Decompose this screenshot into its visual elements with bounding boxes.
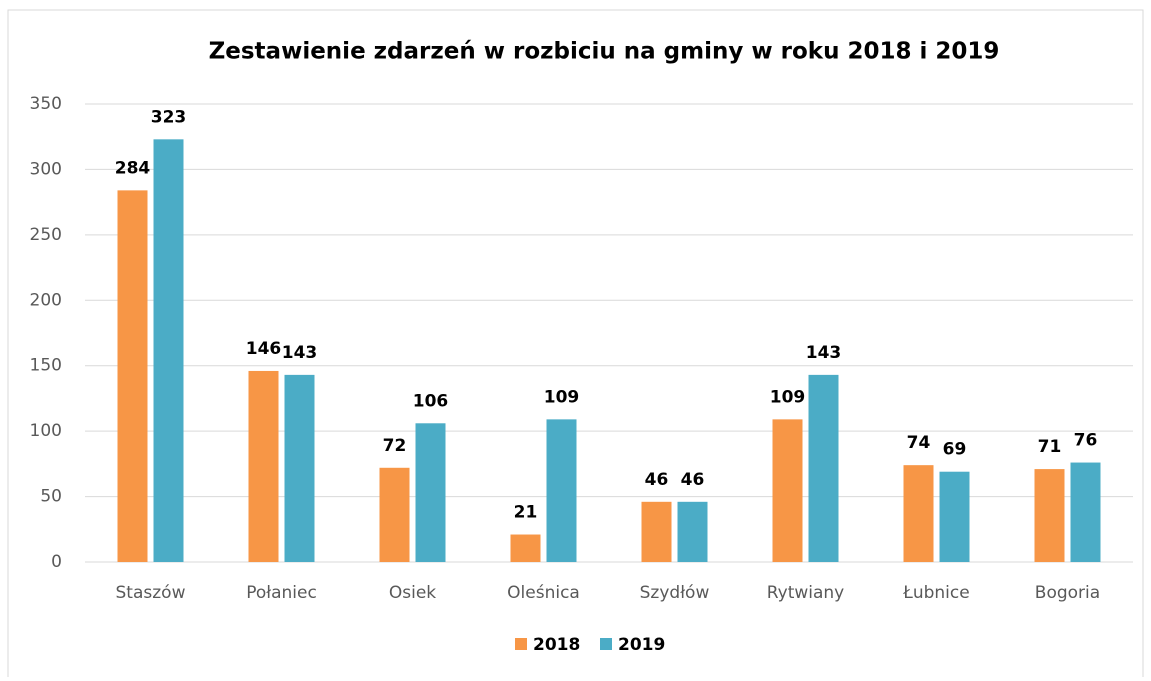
y-tick-label: 0 [51, 552, 62, 572]
bar [546, 419, 577, 562]
bar [153, 139, 184, 562]
y-tick-label: 150 [30, 356, 62, 376]
data-label: 109 [544, 387, 580, 407]
data-label: 21 [514, 503, 538, 523]
bar [677, 501, 708, 562]
data-label: 284 [115, 158, 151, 178]
x-tick-label: Połaniec [246, 583, 317, 603]
y-tick-label: 100 [30, 421, 62, 441]
bar [379, 467, 410, 562]
data-label: 143 [806, 343, 842, 363]
x-tick-label: Szydłów [640, 583, 710, 603]
bar [808, 374, 839, 562]
legend-swatch [600, 638, 612, 650]
bar [641, 501, 672, 562]
chart-title: Zestawienie zdarzeń w rozbiciu na gminy … [209, 39, 1000, 65]
bar [1034, 469, 1065, 562]
data-label: 46 [645, 470, 669, 490]
x-tick-label: Staszów [116, 583, 186, 603]
legend-label: 2018 [533, 635, 580, 655]
y-tick-label: 350 [30, 94, 62, 114]
data-label: 74 [907, 433, 931, 453]
x-tick-label: Osiek [389, 583, 436, 603]
chart-border [7, 9, 1144, 681]
bar [510, 534, 541, 562]
bar [1070, 462, 1101, 562]
data-label: 106 [413, 391, 449, 411]
data-label: 46 [681, 470, 705, 490]
bar [939, 471, 970, 562]
bar [903, 465, 934, 562]
bar [284, 374, 315, 562]
legend-label: 2019 [618, 635, 665, 655]
bar [248, 370, 279, 562]
x-tick-label: Łubnice [902, 583, 969, 603]
x-tick-label: Bogoria [1035, 583, 1100, 603]
x-tick-label: Oleśnica [507, 583, 580, 603]
bar [415, 423, 446, 562]
bar [117, 190, 148, 562]
data-label: 143 [282, 343, 318, 363]
data-label: 72 [383, 436, 407, 456]
bar [772, 419, 803, 562]
y-tick-label: 300 [30, 159, 62, 179]
y-tick-label: 200 [30, 290, 62, 310]
legend-swatch [515, 638, 527, 650]
y-tick-label: 50 [40, 487, 62, 507]
data-label: 146 [246, 339, 282, 359]
data-label: 71 [1038, 437, 1062, 457]
y-tick-label: 250 [30, 225, 62, 245]
data-label: 69 [943, 440, 967, 460]
x-tick-label: Rytwiany [767, 583, 845, 603]
data-label: 109 [770, 387, 806, 407]
data-label: 323 [151, 107, 187, 127]
data-label: 76 [1074, 431, 1098, 451]
